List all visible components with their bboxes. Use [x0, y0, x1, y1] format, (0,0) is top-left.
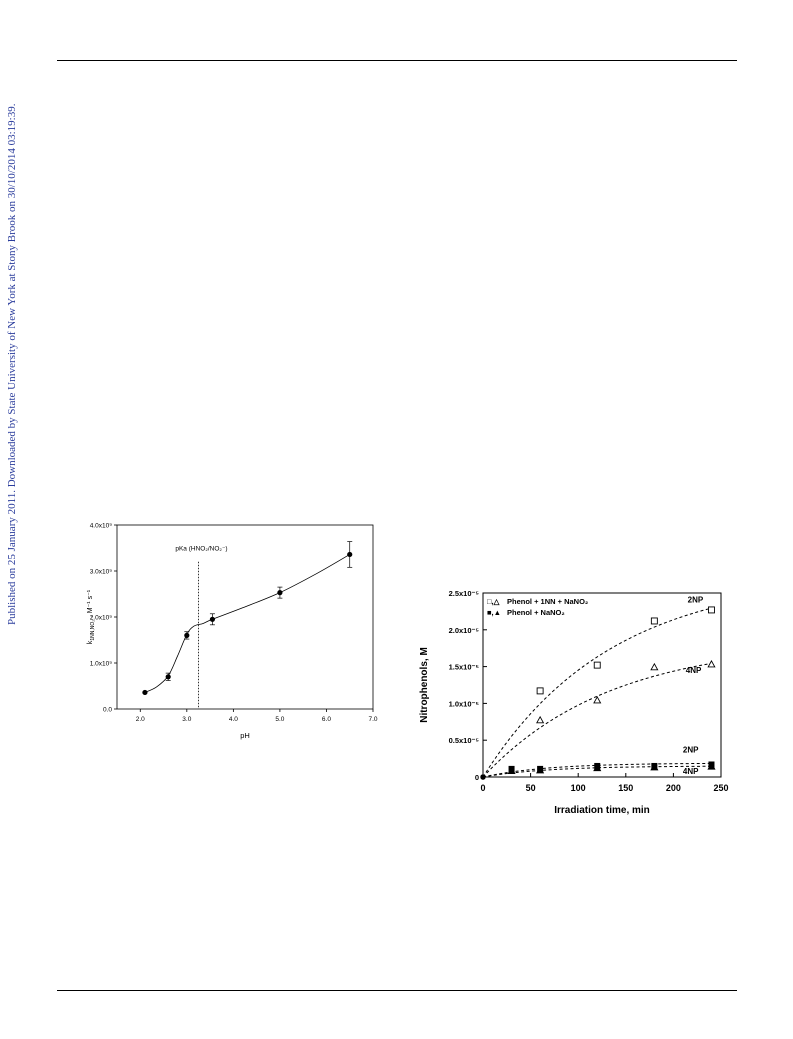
x-tick-label: 4.0: [229, 716, 238, 723]
legend-markers: □,△: [487, 597, 501, 606]
plot-frame: [482, 592, 722, 778]
x-tick-label: 7.0: [368, 716, 377, 723]
y-axis-label: k1NN,NO₂⁻, M⁻¹ s⁻¹: [87, 589, 96, 644]
y-axis-label-main: k: [87, 640, 94, 644]
x-tick-label: 3.0: [182, 716, 191, 723]
curve-label: 4NP: [683, 767, 699, 776]
data-point: [593, 661, 601, 669]
data-point: [708, 606, 715, 614]
fit-curve: [482, 607, 712, 778]
data-point: [142, 689, 148, 696]
data-point: [184, 632, 190, 638]
y-tick-label: 0.5x10⁻⁵: [449, 736, 480, 745]
data-point: [209, 616, 216, 622]
legend-label: Phenol + NaNO₂: [507, 608, 565, 617]
legend-markers: ■,▲: [487, 608, 501, 617]
y-tick-label: 4.0x10⁹: [90, 523, 113, 530]
data-point: [650, 662, 659, 671]
data-point: [277, 590, 283, 596]
y-tick-label: 3.0x10⁹: [90, 569, 113, 576]
data-point: [507, 766, 516, 775]
y-tick-label: 0: [475, 773, 479, 782]
figure-rate-vs-ph: 2.0 3.0 4.0 5.0 6.0 7.0 0.0 1.0x10⁹ 2.0x10⁹ 3.0x1…: [87, 523, 378, 741]
data-point: [650, 762, 659, 771]
x-axis-label: Irradiation time, min: [554, 805, 650, 816]
x-tick-label: 5.0: [275, 716, 284, 723]
x-tick-label: 0: [480, 783, 485, 793]
x-tick-label: 100: [571, 783, 586, 793]
y-tick-label: 1.0x10⁹: [90, 661, 113, 668]
x-tick-label: 200: [666, 783, 681, 793]
x-tick-label: 50: [526, 783, 536, 793]
y-axis-label: Nitrophenols, M: [419, 647, 430, 723]
x-tick-label: 250: [713, 783, 728, 793]
legend-label: Phenol + 1NN + NaNO₂: [507, 597, 588, 606]
fit-curve: [144, 554, 350, 693]
data-point: [536, 765, 545, 774]
download-notice: Published on 25 January 2011. Downloaded…: [6, 103, 18, 625]
figure-nitrophenols-vs-time: 0 50 100 150 200 250 0 0.5x10⁻⁵ 1.0x10⁻⁵ 1.5x10⁻⁵…: [419, 589, 729, 816]
curve-label: 2NP: [688, 596, 704, 605]
y-tick-label: 2.0x10⁻⁵: [449, 626, 480, 635]
x-tick-label: 2.0: [136, 716, 145, 723]
y-tick-label: 1.5x10⁻⁵: [449, 663, 480, 672]
curve-label: 2NP: [683, 746, 699, 755]
data-point: [480, 774, 486, 780]
y-tick-label: 0.0: [103, 707, 112, 714]
data-point: [536, 715, 545, 724]
y-axis-label-sub: 1NN,NO₂⁻: [90, 617, 96, 641]
x-tick-label: 6.0: [322, 716, 331, 723]
fit-curve: [482, 662, 712, 778]
data-point: [650, 617, 658, 625]
x-tick-label: 150: [618, 783, 633, 793]
data-point: [347, 551, 353, 558]
y-axis-label-units: , M⁻¹ s⁻¹: [87, 589, 94, 617]
data-point: [593, 763, 602, 772]
data-point: [536, 687, 544, 695]
fit-curve: [482, 762, 712, 778]
data-point: [707, 762, 716, 770]
footer-rule: [57, 990, 737, 991]
x-axis-label: pH: [240, 731, 250, 740]
header-rule: [57, 60, 737, 61]
y-tick-label: 1.0x10⁻⁵: [449, 699, 480, 708]
pka-label: pKa (HNO₂/NO₂⁻): [175, 545, 227, 552]
y-tick-label: 2.0x10⁹: [90, 615, 113, 622]
data-point: [165, 674, 171, 680]
plot-frame: [116, 524, 374, 710]
data-point: [593, 696, 602, 704]
curve-label: 4NP: [686, 666, 702, 675]
data-point: [707, 659, 716, 668]
y-tick-label: 2.5x10⁻⁵: [449, 589, 480, 598]
